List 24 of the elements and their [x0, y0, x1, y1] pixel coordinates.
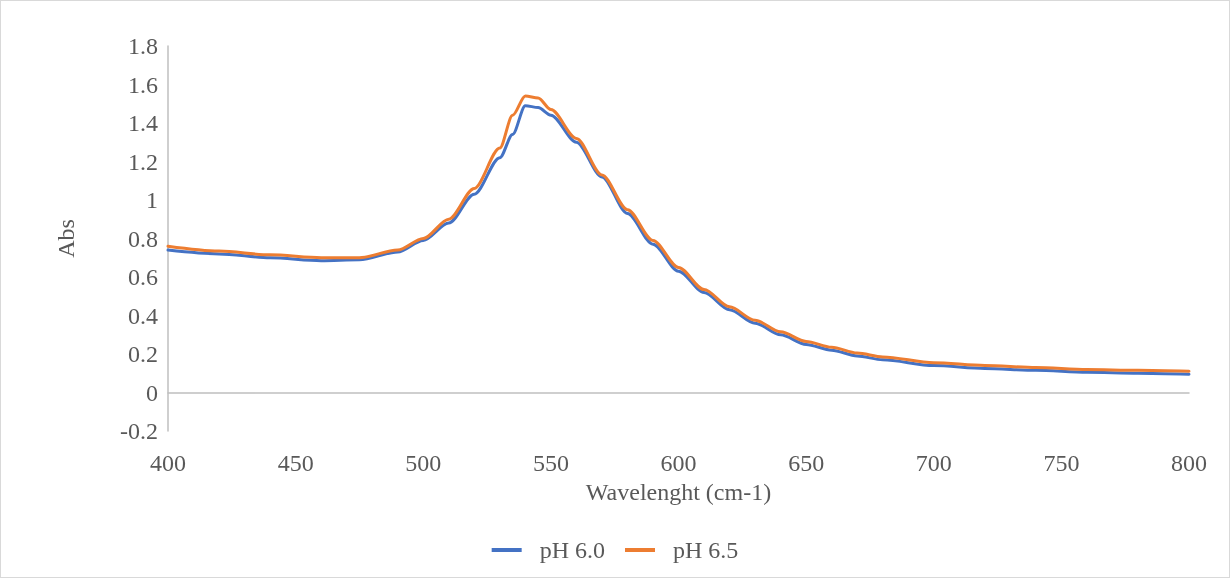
legend-label: pH 6.0	[539, 537, 606, 563]
x-tick-label: 650	[788, 450, 825, 476]
x-tick-label: 700	[915, 450, 952, 476]
legend-label: pH 6.5	[673, 537, 739, 563]
y-tick-label: 0	[146, 379, 158, 406]
y-tick-label: 1	[146, 187, 158, 213]
x-tick-label: 450	[277, 450, 314, 476]
y-tick-label: 0.2	[128, 341, 158, 367]
y-tick-label: 1.8	[128, 33, 158, 59]
x-tick-label: 600	[660, 450, 697, 476]
x-tick-label: 500	[405, 450, 442, 476]
x-axis-title: Wavelenght (cm-1)	[585, 478, 772, 505]
y-tick-label: 1.2	[128, 148, 158, 175]
x-tick-label: 800	[1171, 450, 1207, 476]
y-tick-label: 1.6	[128, 71, 158, 98]
y-tick-label: 0.6	[128, 264, 158, 290]
y-tick-label: 1.4	[128, 110, 158, 136]
x-tick-label: 550	[532, 450, 569, 476]
y-tick-label: -0.2	[120, 418, 158, 444]
x-tick-label: 400	[150, 450, 186, 476]
y-tick-label: 0.4	[128, 302, 158, 329]
y-tick-label: 0.8	[128, 225, 158, 252]
y-axis-title: Abs	[53, 219, 79, 258]
x-tick-label: 750	[1043, 450, 1080, 476]
